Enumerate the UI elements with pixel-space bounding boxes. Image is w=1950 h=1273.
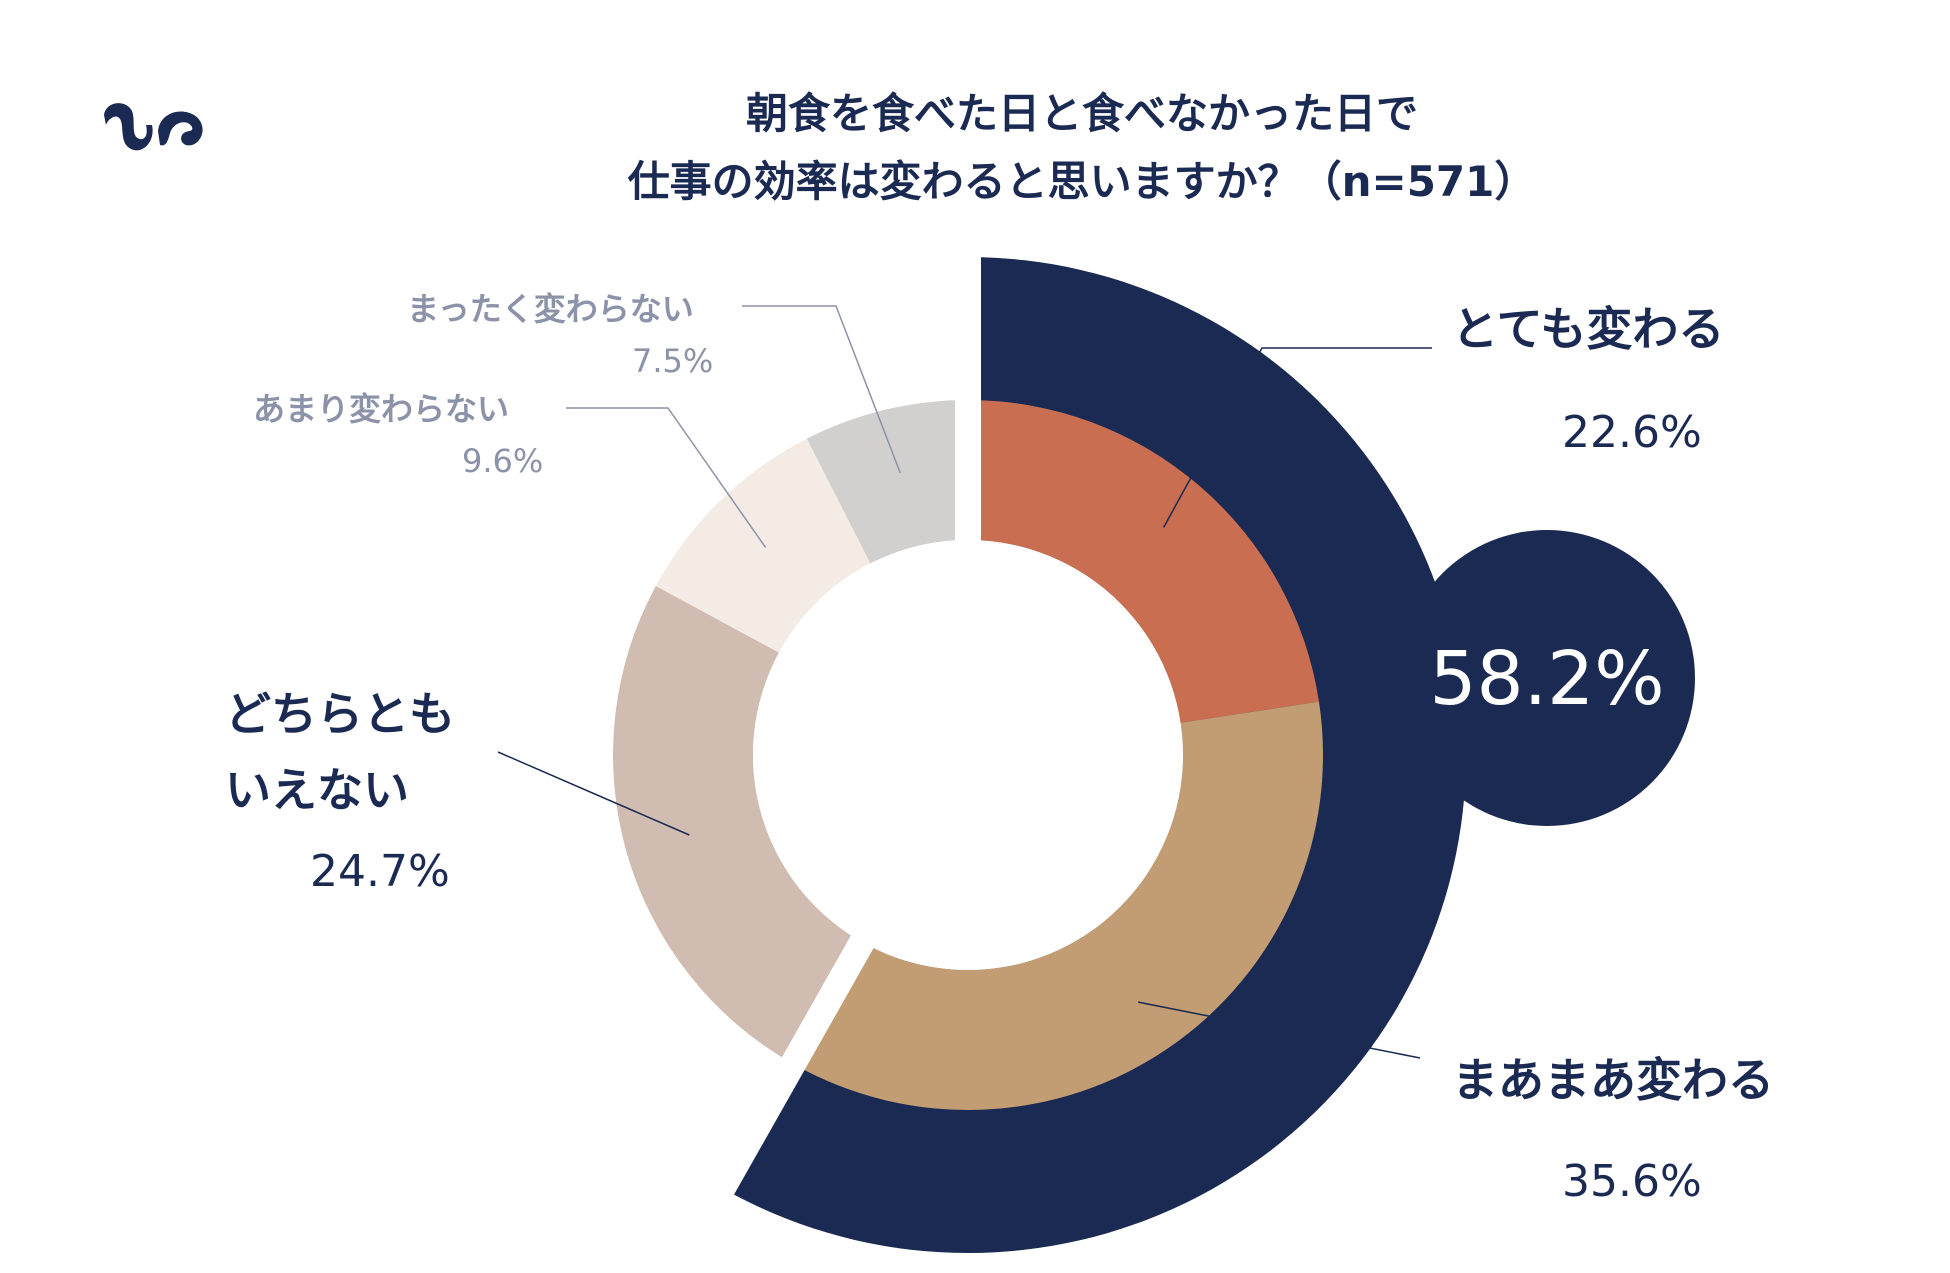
- leader-not-at-all: [742, 305, 901, 474]
- value-somewhat-different: 35.6%: [1562, 1156, 1702, 1207]
- leader-lines: [497, 305, 1432, 1059]
- leader-not-much: [566, 407, 767, 548]
- donut-hole: [753, 540, 1183, 970]
- slice-neither: [612, 585, 863, 1064]
- slice-not-at-all: [806, 399, 968, 564]
- label-somewhat-different: まあまあ変わる: [1452, 1053, 1774, 1107]
- value-not-at-all: 7.5%: [632, 342, 713, 380]
- value-neither: 24.7%: [310, 846, 450, 897]
- slice-very-different: [968, 400, 1319, 723]
- slice-somewhat-different: [793, 701, 1323, 1111]
- value-very-different: 22.6%: [1562, 407, 1702, 458]
- brand-logo-icon: [104, 103, 203, 151]
- leader-somewhat-different: [1138, 1001, 1421, 1059]
- donut-slices: [612, 232, 1323, 1217]
- leader-neither: [497, 751, 690, 836]
- label-very-different: とても変わる: [1452, 302, 1724, 356]
- highlight-bubble: [1399, 530, 1695, 826]
- label-not-at-all: まったく変わらない: [407, 290, 694, 328]
- chart-title-line-2: 仕事の効率は変わると思いますか？（n=571）: [628, 157, 1537, 206]
- chart-title-line-1: 朝食を食べた日と食べなかった日で: [746, 89, 1418, 138]
- label-neither-line-2: いえない: [225, 763, 409, 817]
- label-neither-line-1: どちらとも: [225, 687, 455, 741]
- value-not-much: 9.6%: [462, 442, 543, 480]
- slice-not-much: [655, 438, 871, 653]
- leader-very-different: [1162, 347, 1432, 528]
- brand-logo-icon-left: [104, 103, 153, 151]
- brand-logo-icon-right: [158, 111, 203, 146]
- highlight-total-label: 58.2%: [1429, 636, 1664, 722]
- label-not-much: あまり変わらない: [253, 390, 509, 428]
